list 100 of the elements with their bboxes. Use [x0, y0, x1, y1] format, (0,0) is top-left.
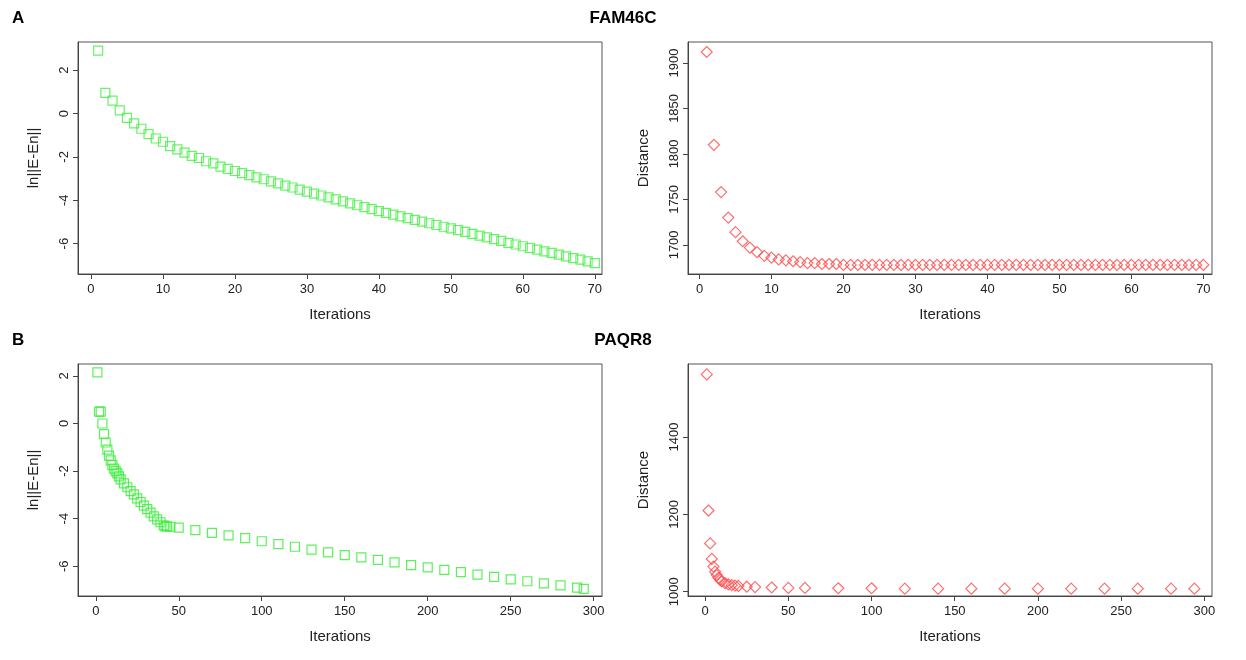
x-tick-label: 10	[155, 281, 171, 296]
point	[190, 524, 201, 536]
point	[98, 429, 110, 440]
x-tick-label: 50	[171, 603, 186, 618]
x-tick-label: 0	[695, 281, 704, 296]
point	[372, 554, 384, 565]
point	[538, 578, 550, 589]
point	[555, 580, 566, 591]
point	[97, 418, 108, 429]
point	[339, 549, 350, 561]
point	[455, 567, 467, 578]
y-tick-label: -4	[56, 512, 71, 525]
y-tick-label: 0	[56, 109, 71, 118]
point	[105, 455, 116, 466]
x-axis-title: Iterations	[309, 627, 371, 644]
point	[135, 496, 146, 508]
point	[406, 559, 417, 571]
y-tick-label: -6	[56, 560, 71, 573]
x-tick-label: 150	[333, 603, 356, 618]
point	[572, 582, 583, 593]
y-axis-title: ln||E-En||	[24, 127, 41, 189]
x-tick-label: 70	[1196, 281, 1211, 296]
point	[132, 493, 143, 504]
y-tick-label: 2	[56, 66, 71, 74]
point	[832, 582, 845, 595]
y-tick-label: 1400	[666, 422, 681, 452]
point	[100, 437, 111, 448]
x-tick-label: 0	[87, 281, 95, 296]
point	[148, 511, 159, 522]
x-tick-label: 30	[299, 281, 315, 296]
point	[505, 574, 516, 585]
point	[289, 541, 301, 552]
x-tick-label: 20	[227, 281, 243, 296]
y-tick-label: 1200	[666, 499, 681, 529]
point	[578, 583, 589, 594]
point	[489, 571, 500, 583]
x-tick-label: 250	[1110, 603, 1132, 618]
x-tick-label: 200	[416, 603, 439, 618]
point	[92, 367, 103, 378]
point	[306, 544, 317, 555]
point	[125, 485, 136, 497]
chart-title: FAM46C	[589, 8, 657, 27]
x-tick-label: 70	[587, 281, 603, 296]
y-axis-title: Distance	[634, 450, 651, 510]
x-tick-label: 300	[582, 603, 605, 618]
point	[898, 582, 911, 595]
point	[1164, 582, 1178, 595]
x-tick-label: 300	[1193, 603, 1216, 618]
y-tick-label: -2	[56, 465, 71, 477]
x-tick-label: 20	[836, 281, 851, 296]
point	[998, 582, 1011, 595]
text: A	[12, 8, 25, 28]
x-tick-label: 10	[764, 281, 779, 296]
point	[782, 581, 795, 594]
point	[798, 581, 812, 594]
chart-title: PAQR8	[594, 330, 652, 349]
x-tick-label: 100	[250, 603, 273, 618]
point	[240, 533, 251, 544]
point	[422, 562, 433, 573]
point	[704, 537, 717, 550]
x-tick-label: 150	[943, 603, 966, 618]
point	[1065, 582, 1078, 595]
point	[472, 569, 483, 580]
point	[256, 536, 267, 547]
point	[709, 565, 722, 578]
x-axis-title: Iterations	[919, 305, 981, 322]
y-tick-label: 0	[56, 419, 71, 428]
y-tick-label: 2	[56, 372, 71, 380]
point	[522, 576, 533, 587]
point	[173, 522, 184, 533]
point	[702, 504, 715, 517]
text: B	[12, 330, 25, 350]
y-tick-label: 1750	[666, 184, 681, 214]
point	[705, 552, 718, 565]
point	[389, 557, 400, 568]
y-tick-label: 1700	[666, 230, 681, 260]
x-tick-label: 60	[515, 281, 531, 296]
x-tick-label: 60	[1124, 281, 1139, 296]
point	[103, 450, 115, 461]
point	[728, 579, 742, 592]
y-tick-label: 1900	[666, 48, 681, 78]
x-axis-title: Iterations	[919, 627, 981, 644]
point	[122, 482, 133, 493]
y-axis-title: Distance	[634, 128, 651, 188]
point	[356, 552, 367, 563]
x-tick-label: 40	[980, 281, 995, 296]
point	[748, 581, 762, 594]
point	[732, 579, 745, 593]
x-tick-label: 50	[781, 603, 796, 618]
point	[1031, 582, 1045, 595]
x-tick-label: 250	[499, 603, 522, 618]
point	[865, 582, 878, 595]
point	[707, 560, 720, 573]
point	[700, 368, 713, 381]
point	[932, 582, 945, 595]
y-axis-title: ln||E-En||	[24, 449, 41, 511]
x-axis-title: Iterations	[309, 305, 371, 322]
x-tick-label: 30	[908, 281, 923, 296]
point	[1131, 582, 1144, 595]
x-tick-label: 50	[443, 281, 459, 296]
